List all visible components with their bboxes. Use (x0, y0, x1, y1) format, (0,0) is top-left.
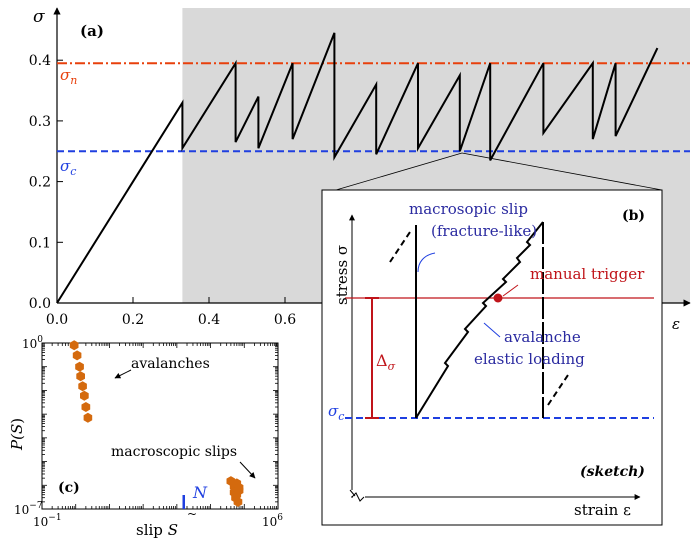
tilde-x: ~ (187, 507, 197, 521)
annotation-slip-1: macrosopic slip (409, 200, 528, 218)
panel-b-frame (321, 189, 663, 526)
data-point (83, 412, 93, 423)
data-point (233, 496, 243, 507)
sigma-c-label: σc (60, 157, 76, 178)
slip-arrow (417, 252, 436, 273)
panel-c: N (c) avalanches macroscopic slips 100 1… (8, 335, 283, 539)
panel-label-c: (c) (58, 480, 80, 496)
data-point (78, 381, 87, 392)
y-axis-label-p: P(S) (8, 418, 26, 451)
slips-arrow (239, 461, 256, 479)
annotation-macroscopic-slips: macroscopic slips (111, 444, 237, 460)
n-label: N (192, 483, 208, 502)
sigma-c-sketch-label: σc (328, 402, 344, 423)
panel-label-a: (a) (80, 22, 104, 40)
data-point (234, 485, 244, 496)
x-tick-left: 10−1 (33, 513, 62, 529)
x-axis-label-slip: slip S (136, 521, 178, 539)
y-tick-bottom: 10−7 (14, 501, 43, 517)
data-point (72, 350, 82, 361)
log-ticks (41, 342, 279, 510)
data-point (75, 361, 84, 372)
zoom-line-left (335, 152, 463, 191)
sketch-y-label: stress σ (333, 245, 351, 305)
sketch-x-label: strain ε (574, 501, 631, 519)
x-tick-label: 0.2 (122, 312, 144, 328)
x-axis-label: ε (672, 315, 680, 333)
annotation-avalanches: avalanches (131, 356, 210, 372)
sigma-n-label: σn (60, 66, 77, 87)
x-tick-label: 0.0 (46, 312, 68, 328)
y-tick-label: 0.3 (29, 114, 51, 130)
annotation-avalanche: avalanche (504, 328, 581, 346)
data-point (80, 390, 89, 401)
y-tick-label: 0.4 (29, 53, 51, 69)
y-tick-label: 0.0 (29, 296, 51, 312)
x-axis-break (351, 492, 365, 502)
stress-strain-curve (56, 32, 659, 304)
sketch-loading-curve (415, 221, 544, 419)
annotation-elastic: elastic loading (474, 350, 585, 368)
avalanches-arrow (114, 369, 132, 379)
y-tick-label: 0.1 (29, 235, 51, 251)
x-tick-label: 0.6 (274, 312, 296, 328)
panel-label-b: (b) (622, 208, 645, 224)
y-axis-label: σ (33, 7, 45, 27)
annotation-slip-2: (fracture-like) (431, 222, 537, 240)
data-point (76, 371, 85, 382)
x-tick-right: 106 (262, 513, 283, 529)
sketch-next-dashed (547, 374, 569, 406)
scatter-points (69, 340, 244, 507)
sketch-preslip-dashed (389, 231, 411, 263)
sketch-note: (sketch) (580, 464, 645, 480)
trigger-arrow (502, 284, 519, 297)
panel-b: (b) macrosopic slip (fracture-like) manu… (321, 189, 663, 526)
delta-sigma-label: Δσ (376, 351, 396, 373)
zoom-line-right (461, 152, 663, 191)
y-tick-top: 100 (22, 335, 43, 351)
x-tick-label: 0.4 (198, 312, 220, 328)
data-point (81, 402, 91, 412)
annotation-trigger: manual trigger (530, 265, 645, 283)
avalanche-arrow (483, 322, 501, 338)
axis-ticks: 0.0 0.1 0.2 0.3 0.4 0.0 0.2 0.4 0.6 (29, 53, 296, 328)
trigger-point (493, 293, 503, 303)
y-tick-label: 0.2 (29, 175, 51, 191)
data-point (69, 340, 79, 351)
